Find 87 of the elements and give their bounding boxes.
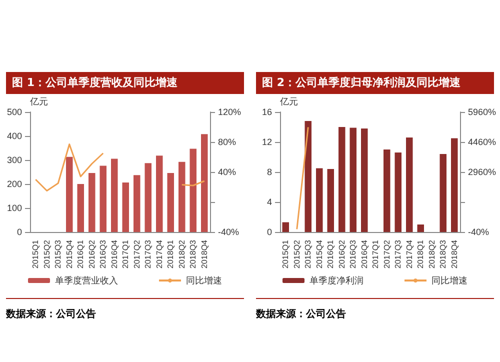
x-tick-label: 2015Q1 xyxy=(281,239,290,268)
bar xyxy=(417,224,424,232)
x-tick-label: 2017Q1 xyxy=(371,239,380,268)
source-note: 数据来源：公司公告 xyxy=(256,298,494,321)
x-tick-label: 2016Q3 xyxy=(348,239,358,268)
y2-tick-label: 2960% xyxy=(468,167,496,177)
bar xyxy=(100,166,106,232)
y-tick-label: 12 xyxy=(262,137,272,147)
x-tick-label: 2018Q3 xyxy=(438,239,448,268)
bar xyxy=(338,127,346,232)
bar xyxy=(394,152,402,232)
bar xyxy=(88,172,96,232)
bar xyxy=(156,156,163,232)
y2-tick-label: 5960% xyxy=(468,107,496,117)
bar xyxy=(134,175,140,232)
y-tick-label: 500 xyxy=(6,107,22,117)
bar xyxy=(316,168,323,232)
x-tick-label: 2016Q4 xyxy=(360,239,369,268)
x-tick-label: 2017Q2 xyxy=(132,239,142,268)
bar xyxy=(440,154,446,232)
x-tick-label: 2017Q2 xyxy=(382,239,392,268)
chart-title: 图 1：公司单季度营收及同比增速 xyxy=(6,72,244,94)
chart-title: 图 2：公司单季度归母净利润及同比增速 xyxy=(256,72,494,94)
x-tick-label: 2017Q4 xyxy=(404,239,414,268)
y2-tick-label: 40% xyxy=(218,167,236,177)
x-tick-label: 2015Q2 xyxy=(42,239,52,268)
y-tick-label: 400 xyxy=(6,131,22,141)
y2-tick-label: 80% xyxy=(218,137,236,147)
y-tick-label: 16 xyxy=(262,107,272,117)
bar xyxy=(144,163,152,232)
legend-label: 同比增速 xyxy=(432,276,468,286)
x-tick-label: 2018Q3 xyxy=(188,239,198,268)
bar xyxy=(327,169,334,232)
x-tick-label: 2018Q1 xyxy=(416,239,426,268)
bar xyxy=(350,128,356,232)
x-tick-label: 2016Q3 xyxy=(98,239,108,268)
y2-tick-label: -40% xyxy=(218,227,240,237)
bar xyxy=(111,158,118,232)
bar xyxy=(66,156,73,232)
x-tick-label: 2015Q3 xyxy=(304,239,313,268)
bar xyxy=(406,138,413,232)
x-tick-label: 2017Q3 xyxy=(144,239,153,268)
x-tick-label: 2018Q4 xyxy=(200,239,209,268)
x-tick-label: 2017Q4 xyxy=(154,239,164,268)
x-tick-label: 2016Q1 xyxy=(76,239,86,268)
y-axis-title: 亿元 xyxy=(29,96,48,106)
x-tick-label: 2016Q4 xyxy=(110,239,119,268)
x-tick-label: 2017Q3 xyxy=(394,239,403,268)
y-tick-label: 100 xyxy=(6,203,22,213)
y-tick-label: 300 xyxy=(6,155,22,165)
bar xyxy=(190,148,196,232)
x-tick-label: 2015Q4 xyxy=(314,239,324,268)
y-tick-label: 4 xyxy=(266,197,272,207)
bar xyxy=(122,182,129,232)
x-tick-label: 2015Q4 xyxy=(64,239,74,268)
x-tick-label: 2016Q2 xyxy=(87,239,96,268)
legend-label: 同比增速 xyxy=(186,276,222,286)
y-tick-label: 0 xyxy=(266,227,272,237)
y2-tick-label: 120% xyxy=(218,107,242,117)
source-note: 数据来源：公司公告 xyxy=(6,298,244,321)
bar xyxy=(167,172,174,232)
bar xyxy=(451,138,458,232)
bar xyxy=(304,121,312,232)
bar xyxy=(178,162,186,232)
bar xyxy=(361,128,368,232)
bar xyxy=(282,222,289,232)
bar xyxy=(384,150,390,232)
x-tick-label: 2017Q1 xyxy=(121,239,130,268)
x-tick-label: 2015Q2 xyxy=(292,239,302,268)
y-axis-title: 亿元 xyxy=(279,96,298,106)
legend-label: 单季度净利润 xyxy=(310,276,364,286)
y-tick-label: 8 xyxy=(266,167,272,177)
bar xyxy=(201,134,208,232)
x-tick-label: 2018Q2 xyxy=(177,239,186,268)
bar xyxy=(77,184,84,232)
y2-tick-label: -40% xyxy=(468,227,490,237)
x-tick-label: 2018Q1 xyxy=(166,239,176,268)
x-tick-label: 2015Q3 xyxy=(54,239,63,268)
legend-label: 单季度营业收入 xyxy=(55,276,118,286)
y-tick-label: 0 xyxy=(16,227,22,237)
x-tick-label: 2018Q4 xyxy=(450,239,459,268)
x-tick-label: 2015Q1 xyxy=(31,239,40,268)
y-tick-label: 200 xyxy=(6,179,22,189)
y2-tick-label: 4460% xyxy=(468,137,496,147)
x-tick-label: 2018Q2 xyxy=(427,239,436,268)
x-tick-label: 2016Q1 xyxy=(326,239,336,268)
x-tick-label: 2016Q2 xyxy=(337,239,346,268)
